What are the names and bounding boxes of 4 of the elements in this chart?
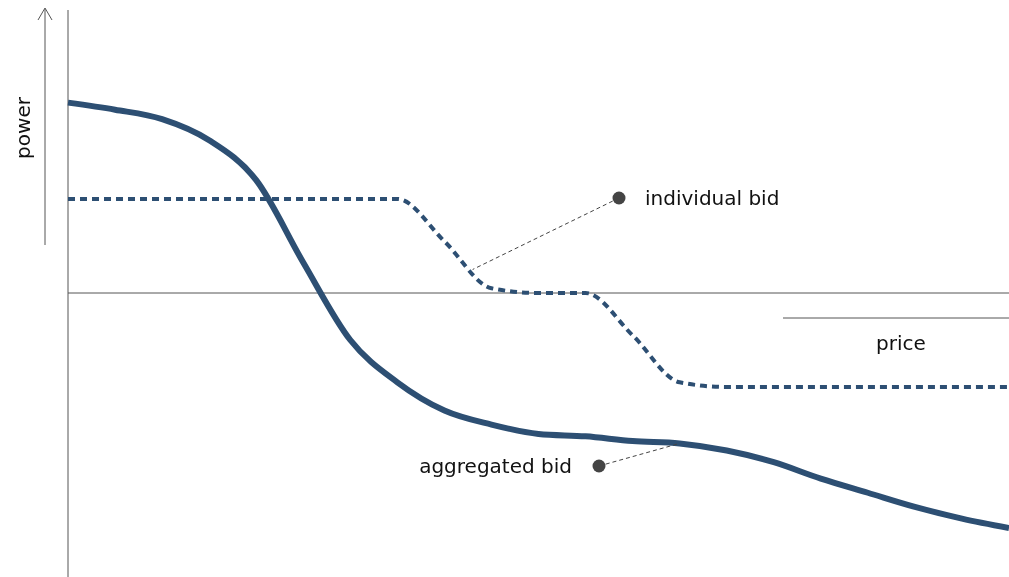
y-axis-title: power xyxy=(11,96,35,159)
text: individual bid xyxy=(645,186,780,210)
series-label: aggregated bid xyxy=(419,454,572,478)
x-axis-title: price xyxy=(876,331,926,355)
